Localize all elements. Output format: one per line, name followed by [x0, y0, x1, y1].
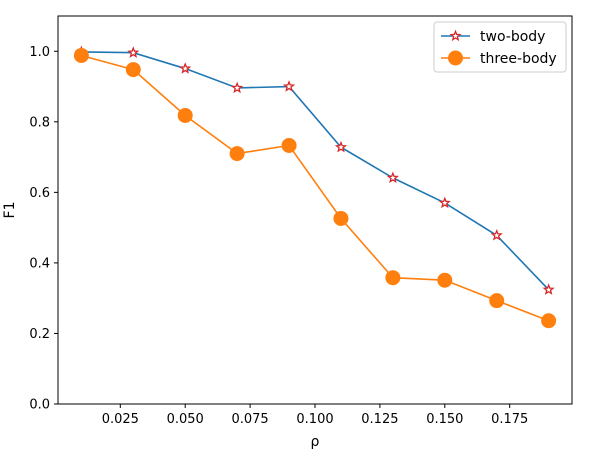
- legend-marker: [448, 50, 463, 66]
- data-point: [334, 140, 348, 153]
- x-tick-label: 0.125: [361, 412, 398, 427]
- y-axis: 0.0 0.2 0.4 0.6 0.8 1.0: [29, 45, 58, 413]
- y-tick-label: 0.8: [29, 115, 50, 130]
- data-point: [438, 196, 451, 209]
- data-point: [333, 210, 349, 226]
- series-two-body: [75, 45, 555, 295]
- legend-marker: [449, 29, 462, 42]
- y-tick-label: 0.4: [29, 256, 50, 271]
- data-point: [125, 62, 141, 78]
- data-point: [177, 107, 193, 123]
- legend-box: [433, 21, 567, 73]
- data-point: [386, 171, 399, 184]
- data-point: [127, 46, 140, 58]
- legend-item: three-body: [441, 50, 557, 67]
- legend-label: three-body: [480, 51, 557, 67]
- plot-area: [57, 15, 573, 405]
- legend-label: two-body: [480, 29, 545, 45]
- data-point: [73, 48, 89, 64]
- y-axis-label: F1: [2, 202, 18, 219]
- data-point: [542, 283, 555, 295]
- y-tick-label: 0.6: [29, 186, 50, 201]
- data-point: [231, 81, 244, 94]
- data-point: [385, 270, 401, 286]
- x-axis: 0.025 0.050 0.075 0.100 0.125 0.150 0.175: [102, 404, 528, 427]
- data-point: [541, 313, 557, 329]
- series-three-body: [73, 48, 557, 329]
- data-point: [229, 146, 245, 162]
- x-tick-label: 0.025: [102, 412, 139, 427]
- legend: two-body three-body: [433, 21, 567, 73]
- x-tick-label: 0.175: [491, 412, 528, 427]
- x-axis-label: ρ: [311, 434, 320, 450]
- y-tick-label: 0.0: [29, 398, 50, 413]
- data-point: [282, 80, 296, 92]
- series-line: [81, 51, 550, 291]
- data-point: [490, 229, 503, 241]
- y-tick-label: 1.0: [29, 45, 50, 60]
- data-point: [179, 62, 192, 74]
- x-tick-label: 0.100: [296, 412, 333, 427]
- x-tick-label: 0.150: [426, 412, 463, 427]
- data-point: [437, 272, 453, 288]
- series-line: [81, 54, 549, 322]
- data-point: [281, 137, 297, 153]
- y-tick-label: 0.2: [29, 327, 50, 342]
- legend-item: two-body: [441, 29, 545, 45]
- x-tick-label: 0.050: [167, 412, 204, 427]
- data-point: [489, 293, 505, 309]
- x-tick-label: 0.075: [231, 412, 268, 427]
